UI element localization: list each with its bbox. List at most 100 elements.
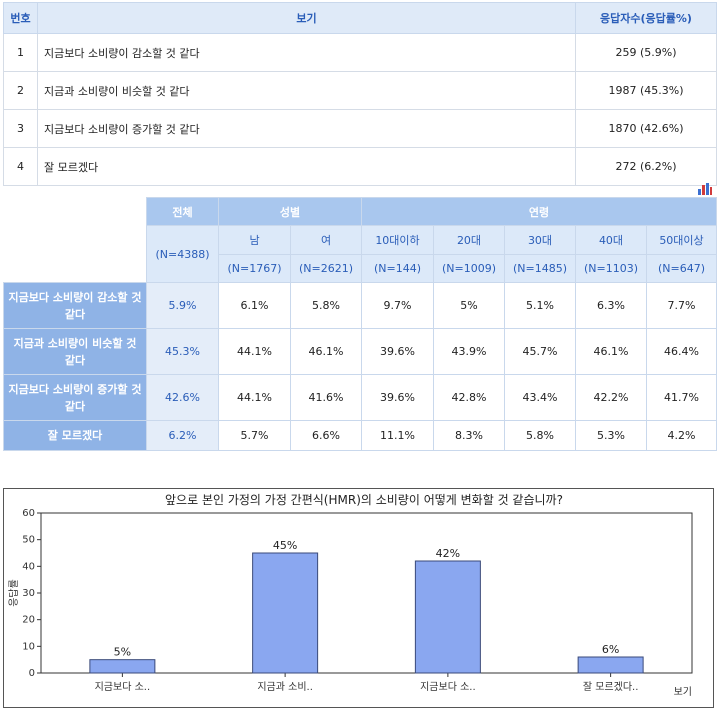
cell-value: 43.9% [433,328,505,375]
data-label: 45% [273,539,297,552]
cell-value: 4.2% [646,420,717,451]
table-row: 지금보다 소비량이 증가할 것 같다 42.6% 44.1% 41.6% 39.… [3,374,717,421]
bar [89,659,156,674]
options-table: 번호 보기 응답자수(응답률%) 1 지금보다 소비량이 감소할 것 같다 25… [3,2,717,186]
option-label: 지금보다 소비량이 감소할 것 같다 [37,33,576,72]
total-n: (N=4388) [146,225,219,283]
table-row: 2 지금과 소비량이 비슷할 것 같다 1987 (45.3%) [3,71,717,110]
y-tick-label: 60 [22,508,35,519]
cell-value: 44.1% [218,374,291,421]
cell-value: 42.2% [575,374,647,421]
row-label: 지금보다 소비량이 감소할 것 같다 [3,282,147,329]
table-row: 잘 모르겠다 6.2% 5.7% 6.6% 11.1% 8.3% 5.8% 5.… [3,420,717,451]
cell-value: 5% [433,282,505,329]
row-label: 지금보다 소비량이 증가할 것 같다 [3,374,147,421]
cell-value: 39.6% [361,374,434,421]
y-tick-label: 30 [22,588,35,599]
bar [414,560,481,674]
cell-value: 42.8% [433,374,505,421]
cell-value: 7.7% [646,282,717,329]
x-tick-label: 지금보다 소.. [95,681,151,693]
cell-value: 46.1% [575,328,647,375]
data-label: 6% [602,643,619,656]
cell-value: 5.7% [218,420,291,451]
cell-value: 5.3% [575,420,647,451]
x-tick-label: 잘 모르겠다.. [583,681,639,693]
total-value: 6.2% [146,420,219,451]
crosstab-table: 전체 성별 연령 (N=4388) 남 여 10대이하 20대 30대 40대 … [3,197,717,451]
age-20s: 20대 [433,225,505,255]
total-value: 5.9% [146,282,219,329]
option-number: 3 [3,109,38,148]
bar [577,656,644,674]
total-value: 45.3% [146,328,219,375]
age-30s-n: (N=1485) [504,254,576,283]
x-axis-label: 보기 [674,686,692,698]
age-10s-n: (N=144) [361,254,434,283]
y-tick-label: 0 [29,668,35,679]
chart-bars: 5% 45% 42% 6% [89,539,644,674]
age-50s: 50대이상 [646,225,717,255]
cell-value: 46.1% [290,328,362,375]
cell-value: 11.1% [361,420,434,451]
gender-male-n: (N=1767) [218,254,291,283]
bar-chart-svg: 앞으로 본인 가정의 가정 간편식(HMR)의 소비량이 어떻게 변화할 것 같… [8,493,693,698]
option-label: 지금보다 소비량이 증가할 것 같다 [37,109,576,148]
option-label: 지금과 소비량이 비슷할 것 같다 [37,71,576,110]
total-value: 42.6% [146,374,219,421]
cell-value: 46.4% [646,328,717,375]
chart-axes: 0 10 20 30 40 50 60 지금보다 소.. 지금과 소비.. 지금보다 소.. 잘 모… [22,508,693,693]
age-20s-n: (N=1009) [433,254,505,283]
age-30s: 30대 [504,225,576,255]
table-row: 3 지금보다 소비량이 증가할 것 같다 1870 (42.6%) [3,109,717,148]
cell-value: 9.7% [361,282,434,329]
option-count: 259 (5.9%) [575,33,717,72]
option-number: 2 [3,71,38,110]
age-10s: 10대이하 [361,225,434,255]
bar-chart-icon[interactable] [698,183,712,195]
gender-female-n: (N=2621) [290,254,362,283]
corner-blank [3,197,147,283]
row-label: 지금과 소비량이 비슷할 것 같다 [3,328,147,375]
x-tick-label: 지금보다 소.. [420,681,476,693]
bar-chart: 앞으로 본인 가정의 가정 간편식(HMR)의 소비량이 어떻게 변화할 것 같… [3,488,714,708]
table-row: 지금과 소비량이 비슷할 것 같다 45.3% 44.1% 46.1% 39.6… [3,328,717,375]
header-total: 전체 [146,197,219,226]
row-label: 잘 모르겠다 [3,420,147,451]
header-gender: 성별 [218,197,362,226]
y-axis-label: 응답률 [8,579,20,607]
cell-value: 41.6% [290,374,362,421]
option-label: 잘 모르겠다 [37,147,576,186]
cell-value: 6.6% [290,420,362,451]
cell-value: 43.4% [504,374,576,421]
header-option: 보기 [37,2,576,34]
option-number: 4 [3,147,38,186]
table-row: 4 잘 모르겠다 272 (6.2%) [3,147,717,186]
gender-male: 남 [218,225,291,255]
header-count: 응답자수(응답률%) [575,2,717,34]
plot-frame [40,512,693,674]
table-row: 지금보다 소비량이 감소할 것 같다 5.9% 6.1% 5.8% 9.7% 5… [3,282,717,329]
option-count: 1870 (42.6%) [575,109,717,148]
cell-value: 8.3% [433,420,505,451]
cell-value: 6.1% [218,282,291,329]
age-40s: 40대 [575,225,647,255]
options-header-row: 번호 보기 응답자수(응답률%) [3,2,717,34]
table-row: 1 지금보다 소비량이 감소할 것 같다 259 (5.9%) [3,33,717,72]
chart-title: 앞으로 본인 가정의 가정 간편식(HMR)의 소비량이 어떻게 변화할 것 같… [165,493,563,507]
header-number: 번호 [3,2,38,34]
age-40s-n: (N=1103) [575,254,647,283]
option-count: 1987 (45.3%) [575,71,717,110]
cell-value: 5.8% [290,282,362,329]
x-tick-label: 지금과 소비.. [257,681,313,693]
y-tick-label: 40 [22,561,35,572]
cell-value: 5.1% [504,282,576,329]
header-age: 연령 [361,197,717,226]
data-label: 42% [436,547,460,560]
gender-female: 여 [290,225,362,255]
option-count: 272 (6.2%) [575,147,717,186]
y-tick-label: 10 [22,641,35,652]
data-label: 5% [114,646,131,659]
option-number: 1 [3,33,38,72]
y-tick-label: 20 [22,615,35,626]
